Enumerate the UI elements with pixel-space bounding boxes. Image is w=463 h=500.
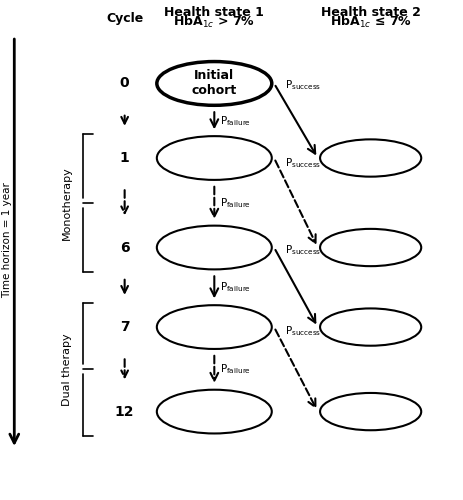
Ellipse shape [156,305,271,349]
Text: P$_{\mathregular{failure}}$: P$_{\mathregular{failure}}$ [220,280,251,294]
Text: P$_{\mathregular{success}}$: P$_{\mathregular{success}}$ [284,244,321,258]
Text: 6: 6 [119,240,129,254]
Ellipse shape [156,390,271,434]
Text: Health state 1: Health state 1 [164,6,263,19]
Text: P$_{\mathregular{success}}$: P$_{\mathregular{success}}$ [284,156,321,170]
Ellipse shape [156,62,271,106]
Ellipse shape [156,226,271,270]
Ellipse shape [319,393,420,430]
Ellipse shape [319,308,420,346]
Text: Monotherapy: Monotherapy [62,166,72,240]
Text: P$_{\mathregular{failure}}$: P$_{\mathregular{failure}}$ [220,362,251,376]
Ellipse shape [319,229,420,266]
Text: Cycle: Cycle [106,12,143,26]
Text: P$_{\mathregular{failure}}$: P$_{\mathregular{failure}}$ [220,114,251,128]
Text: 1: 1 [119,151,129,165]
Ellipse shape [319,140,420,176]
Text: HbA$_{1c}$ > 7%: HbA$_{1c}$ > 7% [173,14,255,30]
Text: HbA$_{1c}$ ≤ 7%: HbA$_{1c}$ ≤ 7% [329,14,411,30]
Text: P$_{\mathregular{success}}$: P$_{\mathregular{success}}$ [284,324,321,338]
Text: 7: 7 [119,320,129,334]
Text: Time horizon = 1 year: Time horizon = 1 year [2,182,13,298]
Text: P$_{\mathregular{success}}$: P$_{\mathregular{success}}$ [284,78,321,92]
Text: 0: 0 [119,76,129,90]
Text: 12: 12 [115,404,134,418]
Text: Initial
cohort: Initial cohort [191,70,237,98]
Text: P$_{\mathregular{failure}}$: P$_{\mathregular{failure}}$ [220,196,251,209]
Ellipse shape [156,136,271,180]
Text: Health state 2: Health state 2 [320,6,419,19]
Text: Dual therapy: Dual therapy [62,333,72,406]
